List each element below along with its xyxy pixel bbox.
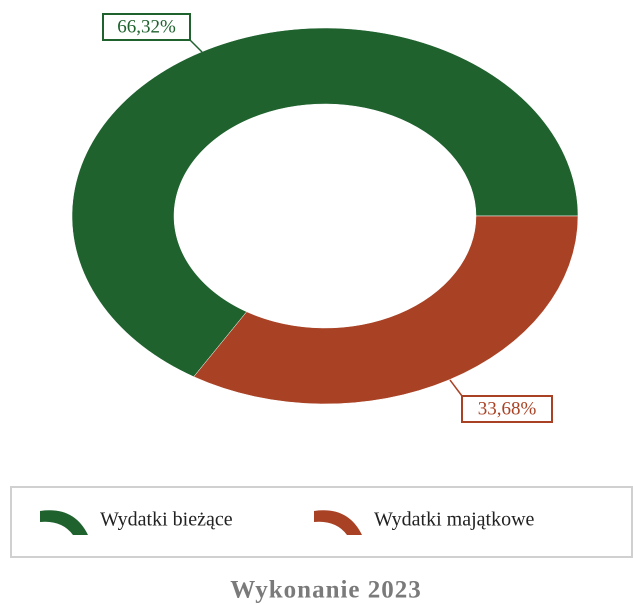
slice <box>193 215 579 405</box>
leader-line <box>449 379 463 397</box>
chart-title: Wykonanie 2023 <box>230 577 422 604</box>
data-label: 66,32% <box>117 16 176 37</box>
label-box <box>461 395 553 423</box>
legend-swatch <box>314 510 362 535</box>
legend-label: Wydatki majątkowe <box>374 509 535 531</box>
label-box <box>102 13 191 41</box>
legend-label: Wydatki bieżące <box>100 509 233 531</box>
legend-swatch <box>40 510 88 535</box>
leader-line <box>189 39 203 53</box>
slice <box>71 27 579 378</box>
data-label: 33,68% <box>478 398 537 419</box>
legend-box <box>10 486 633 558</box>
